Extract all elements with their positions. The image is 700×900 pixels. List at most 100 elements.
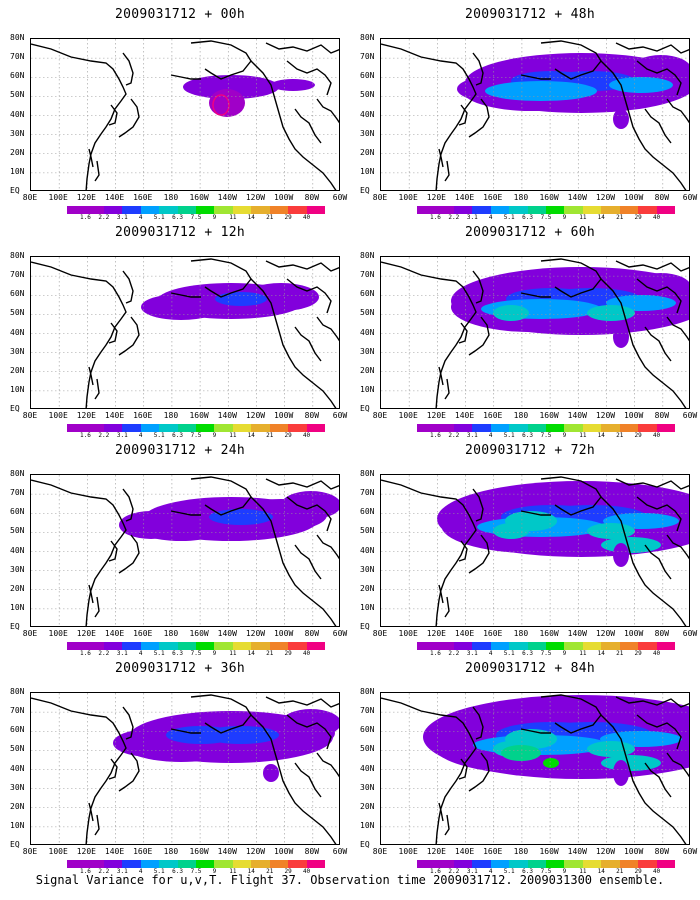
variance-contour: [613, 326, 629, 348]
longitude-label: 80W: [304, 411, 320, 420]
longitude-label: 80W: [654, 629, 670, 638]
coastline: [458, 758, 468, 780]
latitude-label: 50N: [10, 526, 25, 536]
colorbar-swatch: [122, 424, 142, 432]
longitude-label: 120W: [245, 411, 266, 420]
coastline: [122, 488, 134, 522]
latitude-label: 70N: [360, 488, 375, 498]
coastline: [316, 534, 339, 560]
latitude-label: 50N: [360, 90, 375, 100]
colorbar-label: 4: [138, 650, 143, 657]
latitude-label: 40N: [360, 327, 375, 337]
colorbar-labels: 1.6 2.2 3.1 4 5.1 6.3 7.5 9 11 14 21 29 40: [417, 215, 675, 223]
coastline: [88, 802, 100, 836]
colorbar-swatch: [546, 424, 565, 432]
longitude-label: 160E: [133, 193, 153, 202]
coastline: [615, 478, 689, 490]
longitude-label: 100W: [623, 193, 644, 202]
colorbar: [417, 424, 676, 432]
colorbar-swatch: [509, 642, 529, 650]
coastline: [644, 762, 672, 798]
coastline: [666, 752, 689, 778]
coastline: [286, 714, 332, 750]
colorbar-label: 7.5: [540, 214, 552, 221]
colorbar-swatch: [435, 206, 455, 214]
latitude-label: 40N: [10, 763, 25, 773]
colorbar-label: 6.3: [522, 868, 533, 875]
colorbar-swatch: [67, 424, 86, 432]
colorbar-labels: 1.6 2.2 3.1 4 5.1 6.3 7.5 9 11 14 21 29 40: [417, 869, 675, 877]
forecast-panel: 2009031712 + 72h 80N 70N 60N 50N 40N 30N 20N 10N…: [360, 436, 700, 657]
coastline: [88, 584, 100, 618]
coastline: [118, 316, 140, 356]
colorbar-label: 40: [652, 432, 661, 439]
longitude-label: 80W: [304, 193, 320, 202]
colorbar-label: 21: [266, 868, 274, 875]
longitude-label: 60W: [332, 629, 348, 638]
colorbar-swatch: [417, 860, 436, 868]
colorbar-label: 2.2: [98, 868, 110, 875]
colorbar-label: 3.1: [466, 650, 478, 657]
colorbar-swatch: [251, 424, 271, 432]
colorbar-labels: 1.6 2.2 3.1 4 5.1 6.3 7.5 9 11 14 21 29 40: [67, 651, 325, 659]
colorbar-swatch: [435, 860, 455, 868]
longitude-label: 80E: [22, 193, 38, 202]
colorbar-swatch: [638, 642, 658, 650]
colorbar-label: 3.1: [466, 432, 478, 439]
colorbar-label: 11: [229, 868, 237, 875]
colorbar-swatch: [564, 860, 584, 868]
colorbar-label: 1.6: [430, 214, 441, 221]
longitude-label: 180: [163, 629, 179, 638]
latitude-label: 80N: [360, 33, 375, 42]
longitude-label: 140W: [567, 847, 587, 856]
longitude-label: 80W: [304, 847, 320, 856]
coastline: [108, 322, 118, 344]
colorbar-swatch: [159, 642, 179, 650]
colorbar-label: 21: [616, 214, 624, 221]
coastline: [108, 104, 118, 126]
coastline: [190, 258, 252, 298]
colorbar-swatch: [453, 860, 473, 868]
colorbar-swatch: [490, 424, 510, 432]
colorbar-swatch: [269, 860, 289, 868]
colorbar-swatch: [251, 206, 271, 214]
colorbar-swatch: [527, 642, 547, 650]
longitude-label: 180: [163, 847, 179, 856]
colorbar: [417, 206, 676, 214]
colorbar-label: 3.1: [116, 868, 128, 875]
variance-contour: [166, 726, 236, 744]
colorbar-label: 29: [634, 650, 642, 657]
longitude-label: 120E: [76, 411, 96, 420]
colorbar-swatch: [67, 860, 86, 868]
colorbar-swatch: [103, 424, 123, 432]
colorbar-swatch: [509, 424, 529, 432]
colorbar-swatch: [306, 860, 326, 868]
colorbar-label: 1.6: [80, 432, 91, 439]
colorbar-swatch: [582, 424, 602, 432]
colorbar-label: 21: [616, 432, 624, 439]
colorbar-swatch: [159, 206, 179, 214]
colorbar-label: 9: [212, 868, 217, 875]
longitude-label: 100W: [273, 193, 294, 202]
longitude-label: 120W: [245, 629, 266, 638]
colorbar-swatch: [85, 860, 105, 868]
colorbar-label: 9: [562, 868, 567, 875]
panel-title: 2009031712 + 60h: [464, 225, 596, 240]
colorbar-swatch: [601, 860, 621, 868]
colorbar-label: 9: [562, 432, 567, 439]
colorbar-swatch: [85, 642, 105, 650]
variance-contour: [209, 509, 273, 525]
longitude-label: 140E: [104, 629, 125, 638]
coastline: [540, 40, 602, 80]
colorbar-swatch: [435, 642, 455, 650]
coastline: [636, 496, 682, 532]
latitude-label: 70N: [10, 488, 25, 498]
coastline: [615, 260, 689, 272]
variance-contour: [631, 55, 689, 83]
colorbar-label: 7.5: [190, 868, 202, 875]
variance-contour: [119, 511, 183, 539]
colorbar-label: 29: [634, 214, 642, 221]
variance-contour: [613, 109, 629, 129]
longitude-axis: 80E 100E 120E 140E 160E 180 160W 140W 120W 100W 80…: [20, 194, 350, 204]
longitude-label: 160E: [483, 629, 503, 638]
